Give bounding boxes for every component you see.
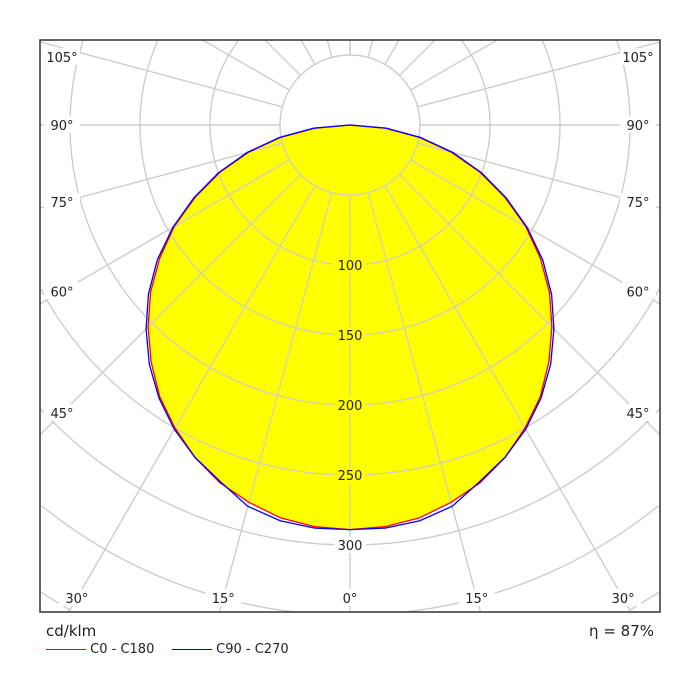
ring-tick-label: 250: [338, 469, 363, 484]
angle-label-bg: [205, 589, 242, 606]
ring-label-bg: [334, 327, 366, 343]
angle-tick-label: 0°: [343, 592, 358, 607]
radial-gridline: [68, 185, 316, 612]
angle-label-bg: [620, 116, 656, 133]
radial-gridline: [410, 40, 498, 91]
efficiency-label: η = 87%: [589, 622, 654, 640]
ring-gridline: [41, 505, 659, 612]
angle-label-bg: [458, 589, 495, 606]
ring-label-bg: [334, 467, 366, 483]
angle-tick-label: 45°: [50, 407, 73, 422]
radial-gridline: [40, 174, 301, 436]
ring-label-bg: [334, 397, 366, 413]
angle-label-bg: [44, 48, 80, 65]
angle-tick-label: 30°: [612, 592, 635, 607]
ring-label-bg: [334, 257, 366, 273]
radial-gridline: [300, 40, 316, 65]
unit-label: cd/klm: [46, 622, 97, 640]
angle-tick-label: 105°: [46, 51, 77, 66]
radial-gridline: [40, 142, 283, 209]
angle-tick-label: 75°: [50, 196, 73, 211]
angle-label-bg: [44, 404, 80, 421]
radial-gridline: [202, 40, 290, 91]
ring-tick-label: 100: [338, 259, 363, 274]
intensity-curves: [40, 40, 660, 612]
radial-gridline: [417, 142, 660, 209]
angle-tick-label: 90°: [50, 119, 73, 134]
angle-tick-label: 45°: [626, 407, 649, 422]
radial-gridline: [367, 40, 374, 58]
angle-label-bg: [44, 282, 80, 300]
legend-item-c0-c180: C0 - C180: [46, 642, 154, 657]
legend-swatch-blue: [172, 649, 212, 650]
angle-label-bg: [620, 193, 656, 211]
series-curve-c90-c270: [145, 124, 555, 531]
angle-tick-label: 105°: [622, 51, 653, 66]
angle-tick-label: 15°: [465, 592, 488, 607]
radial-gridline: [410, 159, 660, 305]
angle-label-bg: [620, 282, 656, 300]
angle-tick-label: 15°: [212, 592, 235, 607]
ring-gridline: [40, 289, 660, 476]
angle-label-bg: [620, 48, 656, 65]
legend-item-c90-c270: C90 - C270: [172, 642, 289, 657]
legend-label: C90 - C270: [216, 642, 289, 657]
ring-gridline: [209, 40, 491, 266]
radial-gridline: [218, 192, 333, 612]
angle-label-bg: [332, 589, 368, 606]
chart-frame: [39, 39, 661, 613]
radial-gridline: [384, 185, 632, 612]
angle-label-bg: [44, 193, 80, 211]
angle-tick-label: 60°: [626, 285, 649, 300]
radial-gridline: [367, 192, 482, 612]
angle-label-bg: [44, 116, 80, 133]
angle-label-bg: [620, 404, 656, 421]
ring-label-bg: [334, 537, 366, 553]
ring-tick-label: 200: [338, 399, 363, 414]
legend-swatch-red: [46, 649, 86, 650]
radial-gridline: [264, 40, 301, 76]
legend-label: C0 - C180: [90, 642, 155, 657]
radial-gridline: [399, 40, 436, 76]
radial-gridline: [417, 41, 660, 108]
axis-labels: 100 150 200 250 300 105° 105° 90° 90° 75° 75° 60° 60…: [44, 48, 656, 607]
angle-tick-label: 90°: [626, 119, 649, 134]
ring-gridline: [279, 54, 421, 196]
ring-tick-label: 300: [338, 539, 363, 554]
ring-gridline: [139, 41, 561, 336]
radial-gridline: [40, 159, 290, 305]
radial-gridline: [384, 40, 400, 65]
angle-tick-label: 75°: [626, 196, 649, 211]
angle-label-bg: [58, 589, 95, 606]
angle-label-bg: [605, 589, 642, 606]
radial-gridline: [399, 174, 660, 436]
ring-gridline: [40, 591, 660, 611]
ring-gridline: [40, 408, 660, 546]
ring-tick-label: 150: [338, 329, 363, 344]
angle-tick-label: 30°: [65, 592, 88, 607]
radial-gridline: [40, 41, 283, 108]
angle-tick-label: 60°: [50, 285, 73, 300]
radial-gridline: [326, 40, 333, 58]
